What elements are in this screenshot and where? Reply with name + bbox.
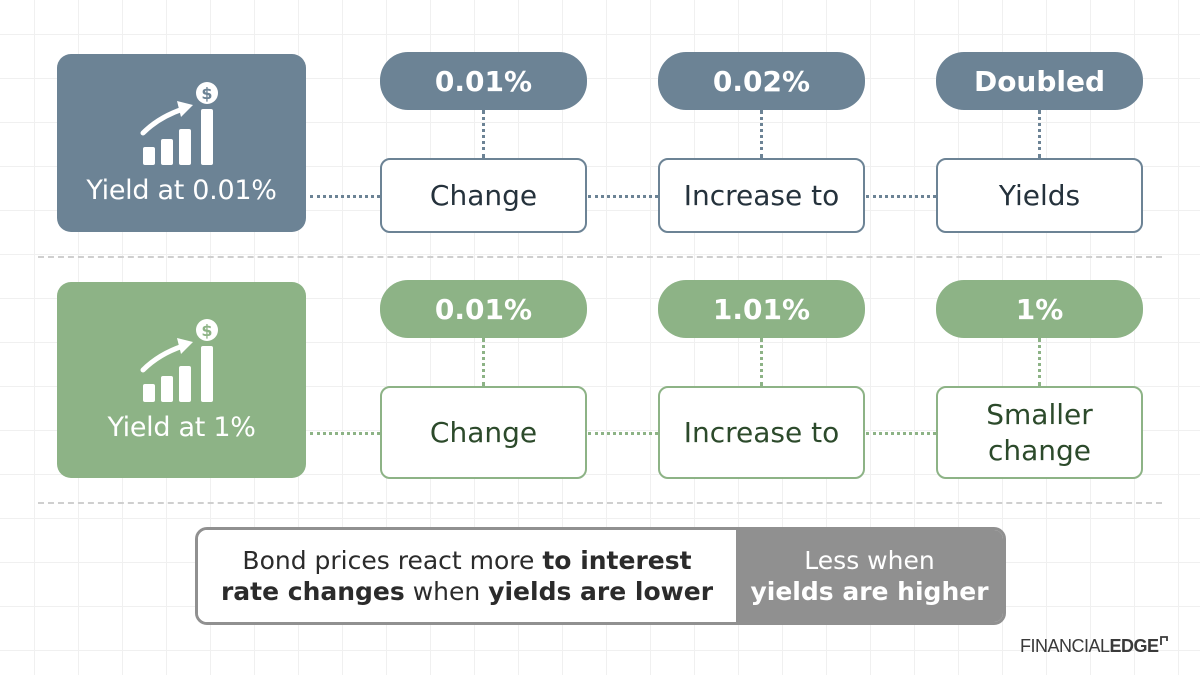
growth-chart-dollar-icon: $ xyxy=(140,318,218,402)
connector xyxy=(482,338,485,386)
connector xyxy=(310,195,380,198)
connector xyxy=(866,432,936,435)
summary-text: Bond prices react more xyxy=(242,546,543,575)
summary-lower-text: Bond prices react more to interest rate … xyxy=(214,545,720,607)
step-box: Smaller change xyxy=(936,386,1143,479)
value-pill: 1.01% xyxy=(658,280,865,338)
value-pill: 0.01% xyxy=(380,280,587,338)
value-pill: 0.01% xyxy=(380,52,587,110)
yield-card-low: $ Yield at 0.01% xyxy=(57,54,306,232)
logo-text: FINANCIAL xyxy=(1020,636,1110,656)
summary-emphasis: yields are lower xyxy=(488,577,714,606)
yield-label: Yield at 0.01% xyxy=(86,174,277,206)
connector xyxy=(588,195,658,198)
connector xyxy=(866,195,936,198)
connector xyxy=(1038,338,1041,386)
summary-banner: Bond prices react more to interest rate … xyxy=(195,527,1006,625)
connector xyxy=(760,338,763,386)
value-pill: Doubled xyxy=(936,52,1143,110)
summary-emphasis: yields are higher xyxy=(750,577,989,606)
divider xyxy=(38,256,1162,258)
growth-chart-dollar-icon: $ xyxy=(140,81,218,165)
value-pill: 1% xyxy=(936,280,1143,338)
edge-corner-icon xyxy=(1159,636,1168,645)
divider xyxy=(38,502,1162,504)
summary-lower-yields: Bond prices react more to interest rate … xyxy=(198,530,736,622)
step-box: Yields xyxy=(936,158,1143,233)
summary-higher-yields: Less when yields are higher xyxy=(736,530,1003,622)
svg-text:$: $ xyxy=(201,321,212,340)
value-pill: 0.02% xyxy=(658,52,865,110)
summary-text: Less when xyxy=(804,546,935,575)
connector xyxy=(482,110,485,158)
yield-card-high: $ Yield at 1% xyxy=(57,282,306,478)
summary-text: when xyxy=(404,577,489,606)
connector xyxy=(310,432,380,435)
logo-text-bold: EDGE xyxy=(1109,636,1160,656)
yield-label: Yield at 1% xyxy=(107,411,256,443)
step-box: Change xyxy=(380,158,587,233)
svg-text:$: $ xyxy=(201,84,212,103)
financial-edge-logo: FINANCIAL EDGE xyxy=(1020,636,1168,658)
connector xyxy=(760,110,763,158)
step-box: Change xyxy=(380,386,587,479)
step-box: Increase to xyxy=(658,158,865,233)
step-box: Increase to xyxy=(658,386,865,479)
summary-emphasis: to interest rate changes xyxy=(220,546,692,606)
connector xyxy=(588,432,658,435)
connector xyxy=(1038,110,1041,158)
